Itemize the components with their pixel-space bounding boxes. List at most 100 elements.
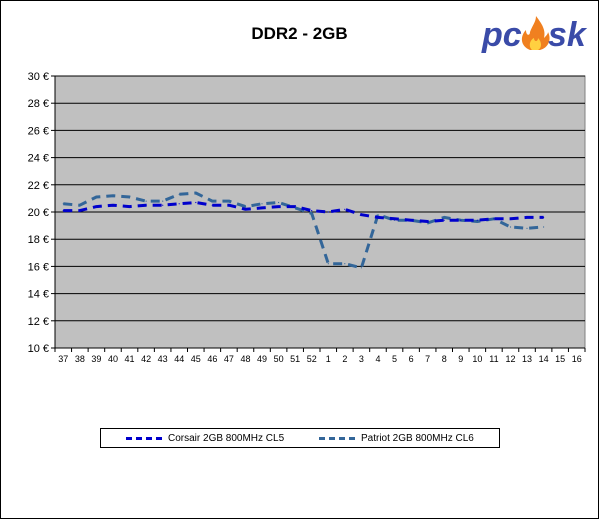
data-point-patriot bbox=[476, 220, 478, 223]
data-point-corsair bbox=[244, 208, 247, 210]
x-tick-label: 44 bbox=[174, 354, 184, 364]
data-point-patriot bbox=[311, 212, 313, 214]
x-tick-label: 41 bbox=[125, 354, 135, 364]
data-point-corsair bbox=[476, 219, 478, 221]
y-tick-label: 18 € bbox=[28, 234, 49, 246]
data-point-corsair bbox=[493, 218, 495, 220]
x-tick-label: 45 bbox=[191, 354, 201, 364]
x-tick-label: 10 bbox=[472, 354, 482, 364]
legend-item-patriot: Patriot 2GB 800MHz CL6 bbox=[319, 429, 474, 447]
data-point-corsair bbox=[278, 206, 280, 208]
data-point-corsair bbox=[261, 207, 263, 209]
data-point-corsair bbox=[128, 206, 131, 208]
data-point-patriot bbox=[79, 204, 81, 206]
legend-item-corsair: Corsair 2GB 800MHz CL5 bbox=[126, 429, 284, 447]
y-tick-label: 14 € bbox=[28, 289, 49, 301]
x-tick-label: 39 bbox=[91, 354, 101, 364]
data-point-patriot bbox=[360, 267, 362, 269]
x-tick-label: 12 bbox=[505, 354, 515, 364]
y-tick-label: 26 € bbox=[28, 125, 49, 137]
data-point-corsair bbox=[95, 206, 97, 208]
data-point-patriot bbox=[62, 203, 64, 205]
data-point-patriot bbox=[162, 200, 164, 202]
data-point-corsair bbox=[178, 203, 180, 205]
data-point-corsair bbox=[162, 204, 164, 206]
data-point-patriot bbox=[112, 195, 114, 197]
data-point-corsair bbox=[509, 218, 512, 220]
x-tick-label: 51 bbox=[290, 354, 300, 364]
data-point-corsair bbox=[112, 204, 114, 206]
y-tick-label: 28 € bbox=[28, 98, 49, 110]
data-point-patriot bbox=[509, 226, 512, 228]
y-tick-label: 16 € bbox=[28, 261, 49, 273]
y-tick-label: 20 € bbox=[28, 207, 49, 219]
x-tick-label: 49 bbox=[257, 354, 267, 364]
series-line-patriot bbox=[63, 191, 544, 270]
x-tick-label: 50 bbox=[274, 354, 284, 364]
x-tick-label: 16 bbox=[572, 354, 582, 364]
x-tick-label: 52 bbox=[307, 354, 317, 364]
data-point-patriot bbox=[377, 214, 379, 216]
data-point-corsair bbox=[360, 214, 362, 216]
data-point-patriot bbox=[228, 200, 230, 202]
data-point-corsair bbox=[294, 206, 296, 208]
data-point-corsair bbox=[460, 219, 462, 221]
pcask-logo: pc sk bbox=[481, 16, 588, 54]
x-tick-label: 14 bbox=[539, 354, 549, 364]
y-tick-label: 24 € bbox=[28, 153, 49, 165]
data-point-patriot bbox=[261, 203, 263, 205]
y-tick-label: 12 € bbox=[28, 316, 49, 328]
y-tick-label: 22 € bbox=[28, 180, 49, 192]
data-point-patriot bbox=[211, 200, 213, 202]
x-tick-label: 37 bbox=[58, 354, 68, 364]
legend-label-patriot: Patriot 2GB 800MHz CL6 bbox=[361, 432, 474, 444]
data-point-corsair bbox=[211, 204, 213, 206]
flame-icon bbox=[521, 16, 550, 50]
data-point-patriot bbox=[344, 263, 346, 265]
data-point-corsair bbox=[410, 219, 412, 221]
x-tick-label: 43 bbox=[158, 354, 168, 364]
x-tick-label: 6 bbox=[409, 354, 414, 364]
data-point-corsair bbox=[195, 201, 197, 204]
legend-swatch-corsair bbox=[126, 436, 162, 440]
x-tick-label: 9 bbox=[458, 354, 463, 364]
data-point-corsair bbox=[79, 210, 81, 212]
data-point-corsair bbox=[145, 204, 147, 206]
x-tick-label: 15 bbox=[555, 354, 565, 364]
data-point-corsair bbox=[393, 218, 396, 220]
data-point-corsair bbox=[427, 220, 429, 223]
legend-swatch-patriot bbox=[319, 436, 355, 440]
data-point-corsair bbox=[62, 210, 64, 212]
x-tick-label: 1 bbox=[326, 354, 331, 364]
legend-label-corsair: Corsair 2GB 800MHz CL5 bbox=[168, 432, 285, 444]
data-point-corsair bbox=[543, 216, 545, 218]
y-tick-label: 10 € bbox=[28, 343, 49, 355]
x-tick-label: 13 bbox=[522, 354, 532, 364]
y-tick-label: 30 € bbox=[28, 71, 49, 83]
data-point-patriot bbox=[145, 200, 147, 202]
x-tick-label: 4 bbox=[375, 354, 380, 364]
data-point-corsair bbox=[443, 219, 445, 221]
chart-title: DDR2 - 2GB bbox=[251, 24, 348, 43]
x-tick-label: 8 bbox=[442, 354, 447, 364]
x-tick-label: 7 bbox=[425, 354, 430, 364]
data-point-patriot bbox=[128, 196, 131, 198]
data-point-patriot bbox=[244, 206, 247, 208]
x-tick-label: 42 bbox=[141, 354, 151, 364]
data-point-corsair bbox=[327, 211, 329, 213]
data-point-patriot bbox=[195, 192, 197, 194]
logo-text-left: pc bbox=[481, 16, 522, 54]
data-point-patriot bbox=[95, 196, 97, 198]
data-point-patriot bbox=[443, 216, 445, 218]
x-tick-label: 47 bbox=[224, 354, 234, 364]
data-point-patriot bbox=[543, 226, 545, 228]
data-point-corsair bbox=[311, 210, 313, 212]
data-point-corsair bbox=[377, 216, 379, 218]
data-point-corsair bbox=[228, 204, 230, 206]
data-point-corsair bbox=[344, 208, 346, 210]
data-point-patriot bbox=[327, 263, 329, 265]
x-tick-label: 5 bbox=[392, 354, 397, 364]
x-tick-label: 48 bbox=[240, 354, 250, 364]
legend: Corsair 2GB 800MHz CL5 Patriot 2GB 800MH… bbox=[100, 428, 500, 448]
